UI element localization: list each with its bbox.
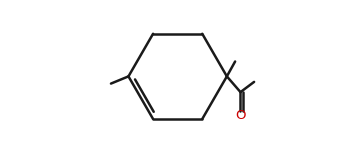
Text: O: O [235,109,246,122]
